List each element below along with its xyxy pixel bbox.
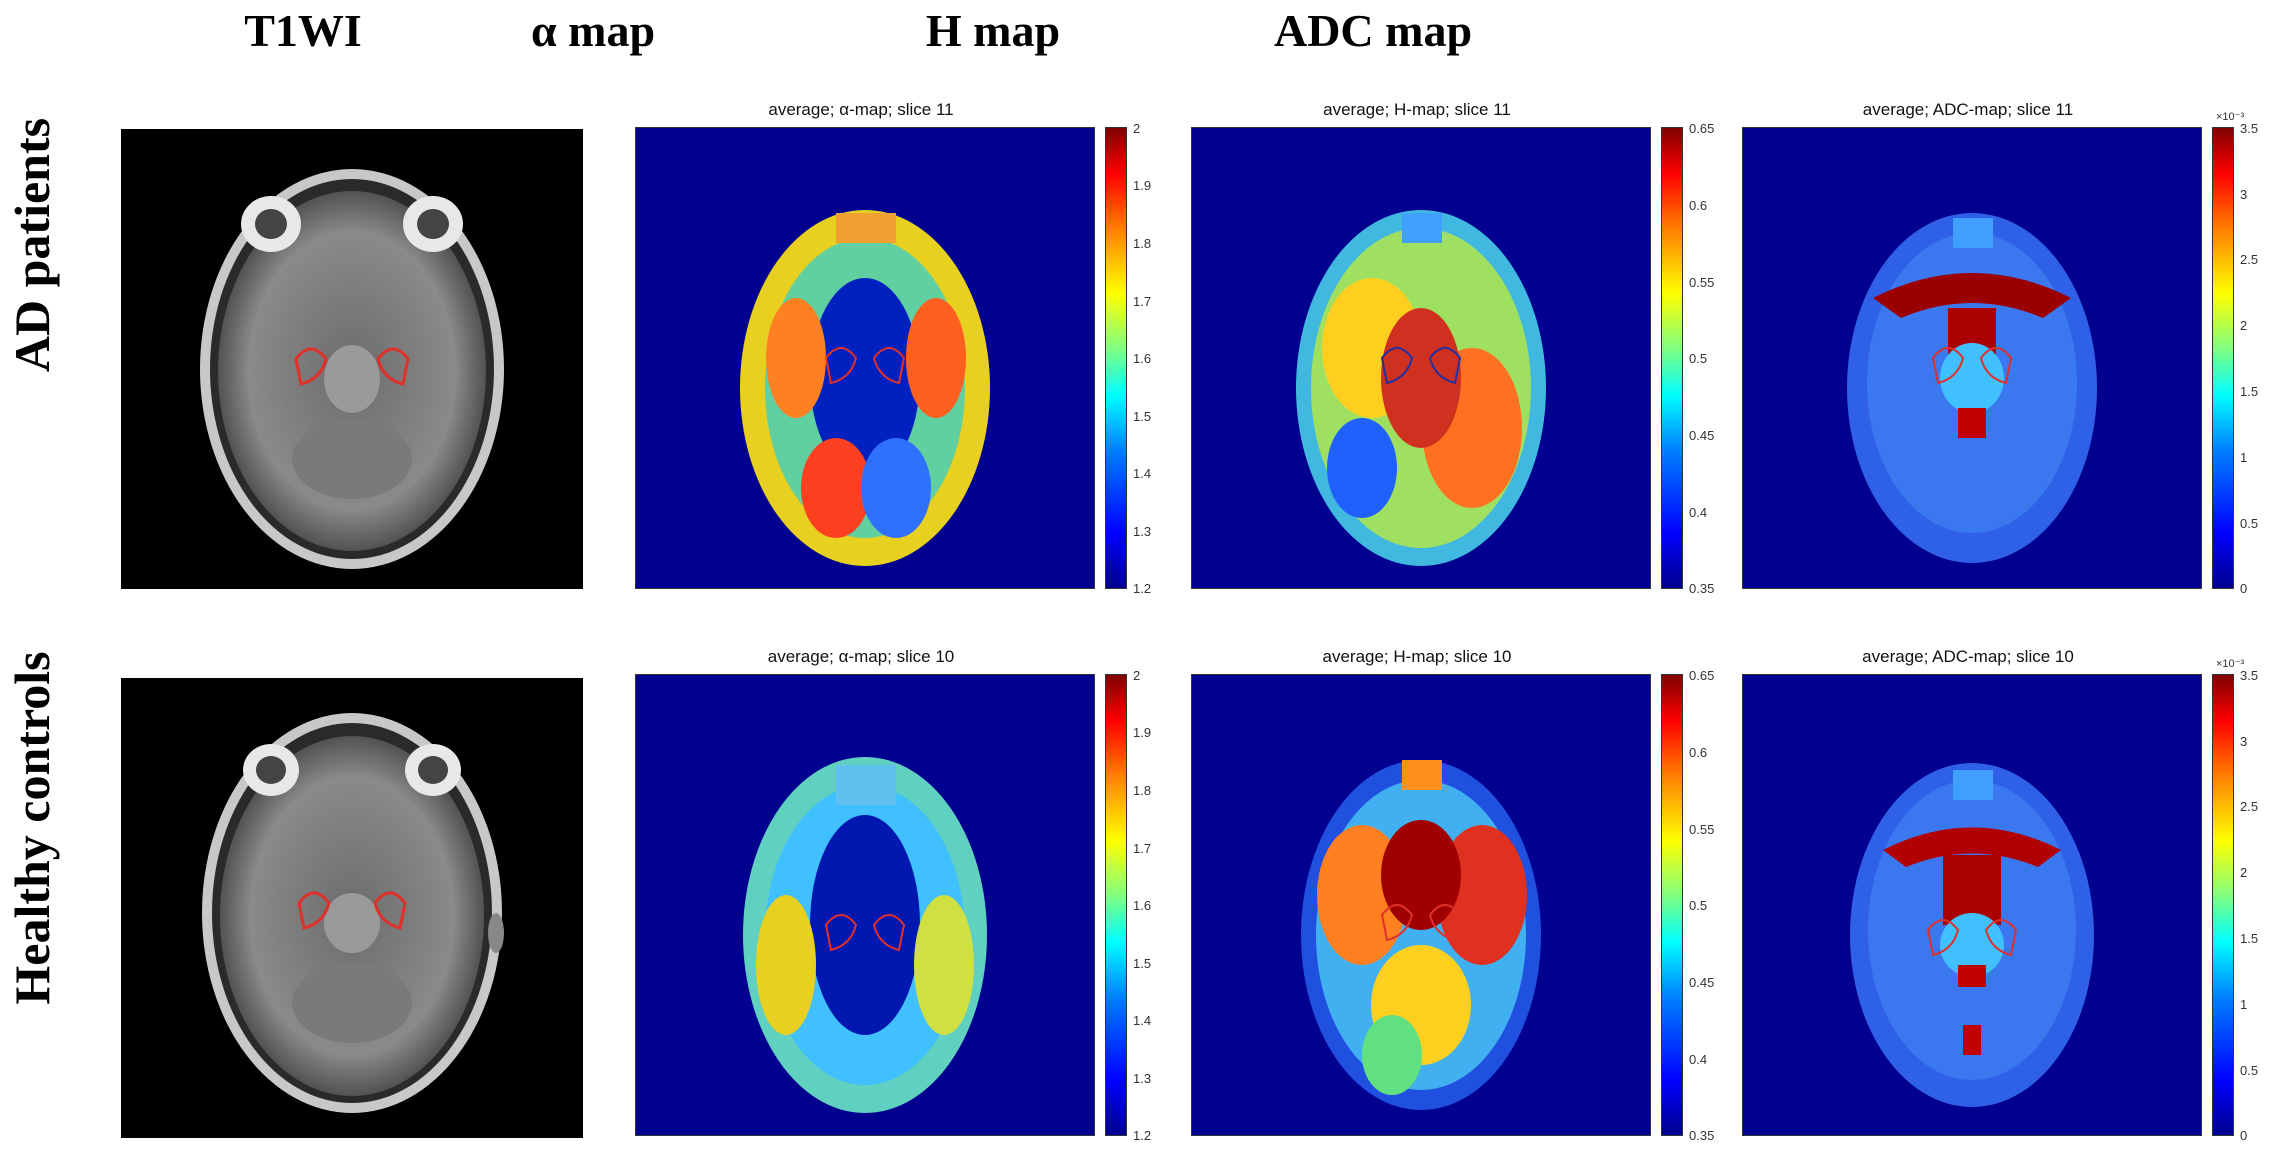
colorbar-tick: 0.55 xyxy=(1689,822,1715,837)
panel-title: average; H-map; slice 11 xyxy=(1323,100,1511,119)
colorbar-tick: 2.5 xyxy=(2240,799,2259,814)
colorbar-tick: 0.5 xyxy=(2240,1063,2259,1078)
panel-ad-h-map: average; H-map; slice 11 0.65 0.6 0.55 0… xyxy=(1187,100,1747,600)
panel-hc-adc-map: average; ADC-map; slice 10 ×10⁻³ 3.5 3 2… xyxy=(1738,647,2278,1147)
heatmap-area xyxy=(1191,127,1651,589)
brain-mri-t1-hc xyxy=(202,713,504,1113)
colorbar-alpha xyxy=(1105,127,1127,589)
colorbar-tick: 2.5 xyxy=(2240,252,2259,267)
colorbar-tick: 0.5 xyxy=(1689,898,1708,913)
colorbar-tick: 0 xyxy=(2240,1128,2248,1143)
colorbar-exponent: ×10⁻³ xyxy=(2216,658,2245,670)
row-title-healthy-controls: Healthy controls xyxy=(4,651,60,1005)
t1wi-image-ad xyxy=(121,129,583,589)
colorbar-tick: 1.7 xyxy=(1133,841,1152,856)
heatmap-area xyxy=(1191,674,1651,1136)
colorbar-tick: 0.6 xyxy=(1689,745,1708,760)
colorbar-tick: 1.9 xyxy=(1133,178,1152,193)
t1wi-image-hc xyxy=(121,678,583,1138)
colorbar-tick: 3.5 xyxy=(2240,121,2259,136)
panel-hc-alpha-map: average; α-map; slice 10 2 1.9 1.8 1.7 1… xyxy=(631,647,1181,1147)
colorbar-adc xyxy=(2212,674,2234,1136)
colorbar-tick: 1.8 xyxy=(1133,783,1152,798)
colorbar-tick: 1.4 xyxy=(1133,466,1152,481)
column-title-t1wi: T1WI xyxy=(244,5,362,56)
colorbar-tick: 1.6 xyxy=(1133,351,1152,366)
panel-title: average; ADC-map; slice 11 xyxy=(1862,100,2074,119)
panel-ad-alpha-map: average; α-map; slice 11 2 1.9 1.8 1.7 1… xyxy=(631,100,1181,600)
colorbar-tick: 0.35 xyxy=(1689,1128,1715,1143)
column-title-alpha-map: α map xyxy=(530,5,656,56)
colorbar-tick: 1.5 xyxy=(1133,956,1152,971)
heatmap-area xyxy=(635,674,1095,1136)
heatmap-area xyxy=(1742,674,2202,1136)
colorbar-tick: 0.5 xyxy=(2240,516,2259,531)
row-title-ad-patients: AD patients xyxy=(4,117,60,373)
colorbar-tick: 2 xyxy=(1133,668,1141,683)
colorbar-tick: 1.2 xyxy=(1133,1128,1152,1143)
colorbar-tick: 0.45 xyxy=(1689,975,1715,990)
brain-mri-t1-ad xyxy=(200,169,504,569)
colorbar-tick: 0.55 xyxy=(1689,275,1715,290)
colorbar-tick: 0.4 xyxy=(1689,505,1708,520)
panel-title: average; H-map; slice 10 xyxy=(1322,647,1512,666)
colorbar-tick: 3 xyxy=(2240,734,2248,749)
panel-title: average; α-map; slice 11 xyxy=(768,100,954,119)
colorbar-tick: 3.5 xyxy=(2240,668,2259,683)
colorbar-tick: 1.7 xyxy=(1133,294,1152,309)
panel-hc-h-map: average; H-map; slice 10 0.65 0.6 0.55 0… xyxy=(1187,647,1747,1147)
colorbar-tick: 2 xyxy=(1133,121,1141,136)
colorbar-tick: 1.5 xyxy=(1133,409,1152,424)
colorbar-tick: 0.5 xyxy=(1689,351,1708,366)
colorbar-tick: 0.6 xyxy=(1689,198,1708,213)
colorbar-tick: 1 xyxy=(2240,450,2248,465)
colorbar-h xyxy=(1661,674,1683,1136)
colorbar-alpha xyxy=(1105,674,1127,1136)
colorbar-exponent: ×10⁻³ xyxy=(2216,111,2245,123)
colorbar-adc xyxy=(2212,127,2234,589)
colorbar-tick: 0.35 xyxy=(1689,581,1715,596)
colorbar-tick: 1 xyxy=(2240,997,2248,1012)
colorbar-tick: 1.5 xyxy=(2240,931,2259,946)
panel-title: average; α-map; slice 10 xyxy=(767,647,955,666)
column-title-adc-map: ADC map xyxy=(1273,5,1473,56)
colorbar-tick: 0.65 xyxy=(1689,121,1715,136)
column-title-h-map: H map xyxy=(925,5,1061,56)
colorbar-tick: 1.3 xyxy=(1133,524,1152,539)
colorbar-tick: 0.65 xyxy=(1689,668,1715,683)
colorbar-h xyxy=(1661,127,1683,589)
heatmap-area xyxy=(635,127,1095,589)
colorbar-tick: 1.4 xyxy=(1133,1013,1152,1028)
heatmap-area xyxy=(1742,127,2202,589)
colorbar-tick: 1.9 xyxy=(1133,725,1152,740)
colorbar-tick: 3 xyxy=(2240,187,2248,202)
panel-ad-adc-map: average; ADC-map; slice 11 ×10⁻³ 3.5 3 2… xyxy=(1738,100,2278,600)
colorbar-tick: 1.5 xyxy=(2240,384,2259,399)
panel-title: average; ADC-map; slice 10 xyxy=(1862,647,2074,666)
colorbar-tick: 0.4 xyxy=(1689,1052,1708,1067)
colorbar-tick: 0.45 xyxy=(1689,428,1715,443)
colorbar-tick: 0 xyxy=(2240,581,2248,596)
colorbar-tick: 1.2 xyxy=(1133,581,1152,596)
colorbar-tick: 1.3 xyxy=(1133,1071,1152,1086)
colorbar-tick: 2 xyxy=(2240,318,2248,333)
colorbar-tick: 1.8 xyxy=(1133,236,1152,251)
colorbar-tick: 2 xyxy=(2240,865,2248,880)
colorbar-tick: 1.6 xyxy=(1133,898,1152,913)
